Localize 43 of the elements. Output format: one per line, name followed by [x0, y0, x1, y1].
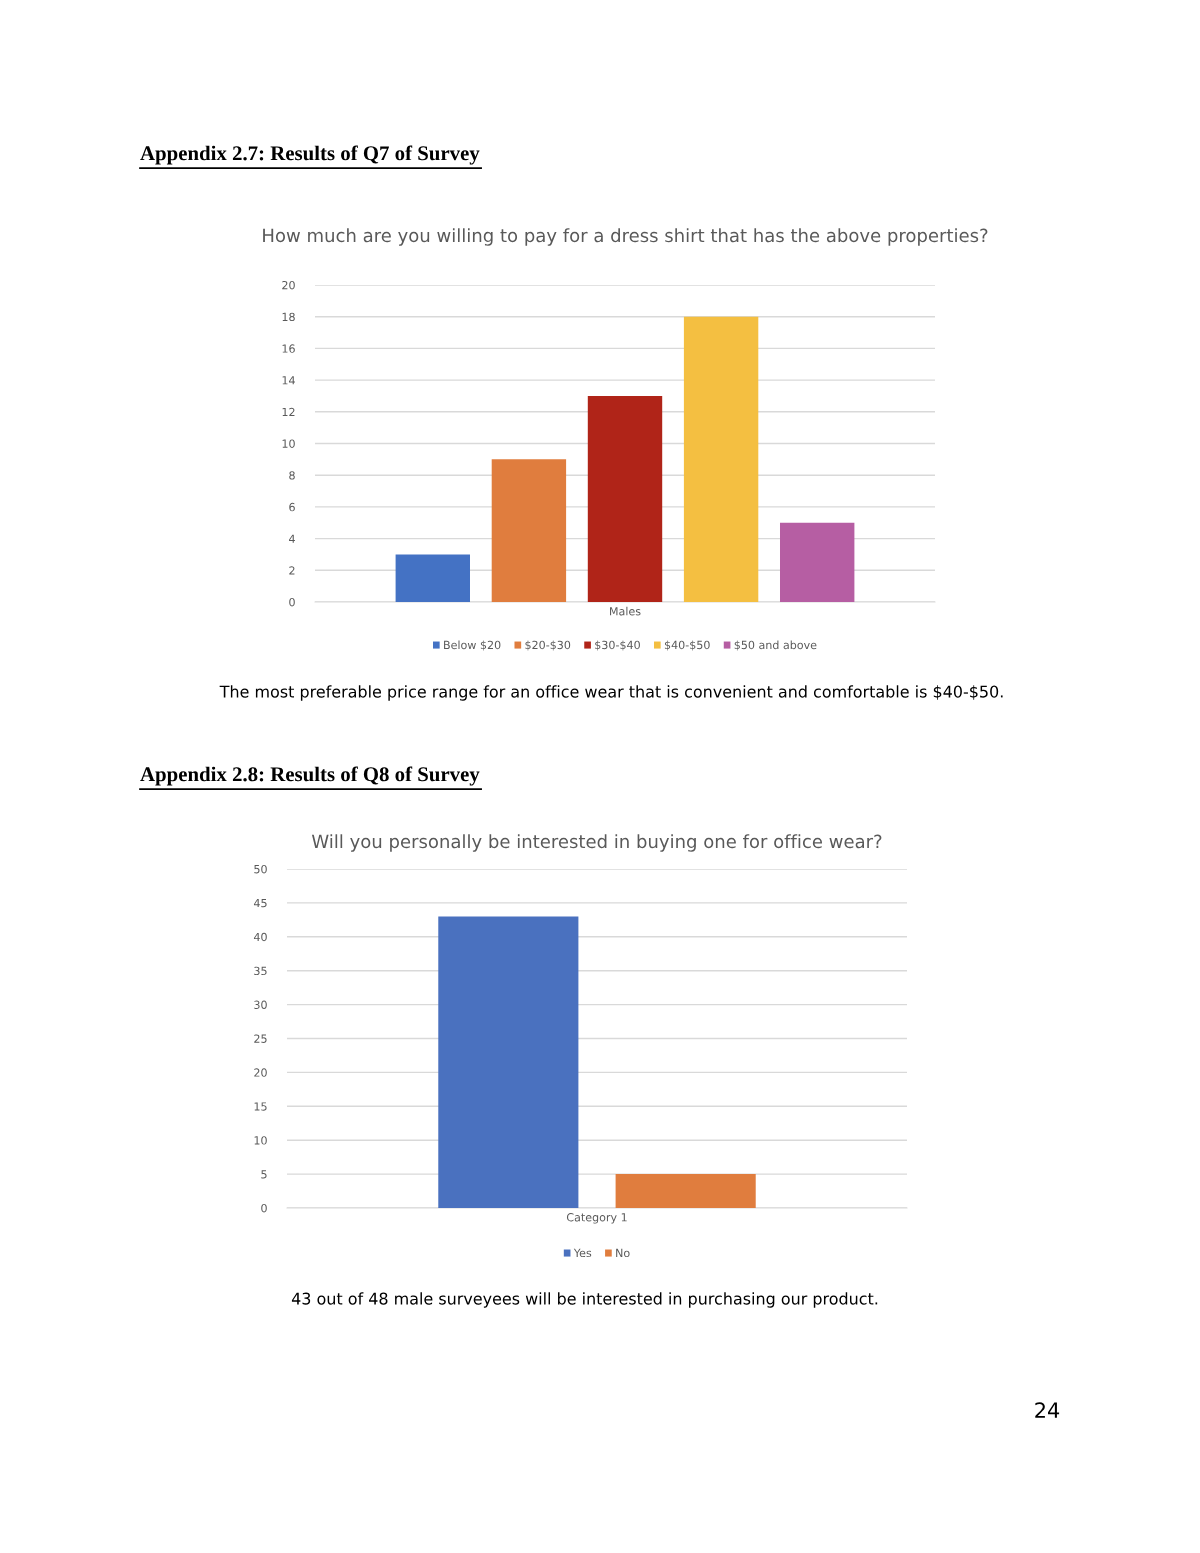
y-tick-label: 0 — [289, 597, 295, 607]
y-tick-label: 45 — [253, 899, 267, 908]
y-tick-label: 10 — [254, 1136, 267, 1145]
y-tick-label: 14 — [282, 376, 295, 385]
chart-title: How much are you willing to pay for a dress shirt that has the above properties? — [263, 228, 988, 246]
text: Appendix 2.8: Results of Q8 of Survey — [140, 766, 480, 786]
chart-title: Will you personally be interested in buying one for office wear? — [311, 834, 882, 852]
y-tick-label: 20 — [282, 280, 295, 290]
text: Appendix 2.7: Results of Q7 of Survey — [140, 145, 480, 165]
y-tick-label: 5 — [261, 1170, 267, 1179]
text: 43 out of 48 male surveyees will be interested in purchasing our product. — [291, 1292, 878, 1308]
text: 24 — [1035, 1402, 1060, 1418]
y-tick-label: 50 — [254, 864, 267, 874]
y-tick-label: 4 — [289, 534, 295, 543]
y-tick-label: 30 — [254, 1000, 267, 1009]
legend-label: Below $20 — [444, 640, 501, 651]
legend-label: No — [616, 1248, 630, 1258]
y-tick-label: 10 — [282, 439, 295, 448]
legend-label: $40-$50 — [664, 640, 710, 651]
y-tick-label: 18 — [282, 312, 295, 322]
bar — [491, 459, 567, 602]
y-tick-label: 0 — [261, 1203, 267, 1213]
legend-label: $50 and above — [734, 640, 817, 651]
x-tick-label: Category 1 — [566, 1213, 627, 1224]
y-tick-label: 25 — [254, 1034, 267, 1043]
text: The most preferable price range for an office wear that is convenient and comfortable is $40-$50. — [219, 685, 1003, 701]
legend-label: Yes — [573, 1248, 592, 1258]
y-tick-label: 20 — [254, 1068, 267, 1077]
legend-label: $30-$40 — [595, 640, 640, 651]
y-tick-label: 12 — [282, 407, 295, 417]
bar — [395, 554, 470, 602]
y-tick-label: 6 — [289, 502, 295, 512]
y-tick-label: 16 — [282, 344, 295, 353]
y-tick-label: 35 — [254, 966, 267, 976]
legend-label: $20-$30 — [525, 640, 571, 651]
bar — [780, 522, 855, 602]
y-tick-label: 8 — [289, 471, 295, 480]
bar — [683, 316, 759, 602]
y-tick-label: 40 — [253, 932, 267, 942]
y-tick-label: 15 — [254, 1102, 267, 1111]
x-tick-label: Males — [610, 606, 641, 616]
bar — [587, 395, 663, 602]
y-tick-label: 2 — [289, 566, 295, 575]
